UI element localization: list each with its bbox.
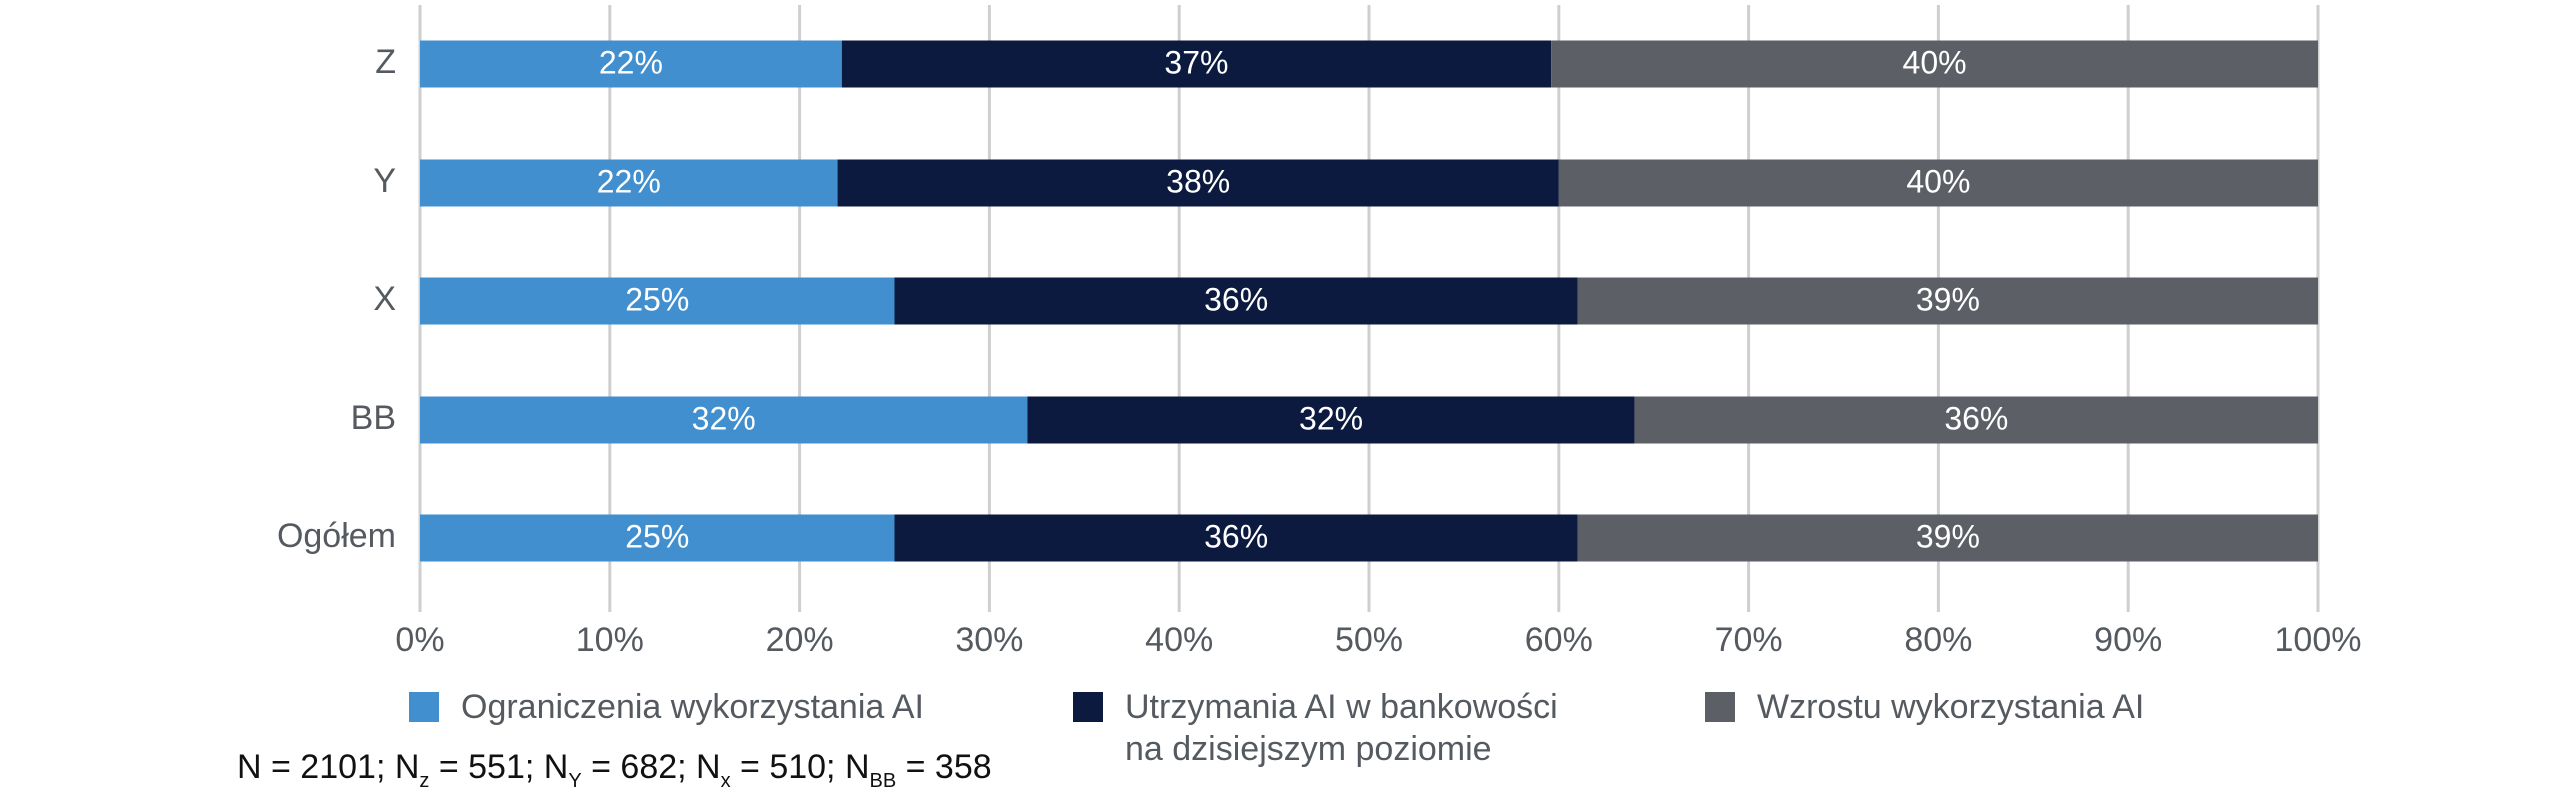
data-label-ogółem-series-0: 25% bbox=[625, 518, 689, 554]
legend-item-wzrostu: Wzrostu wykorzystania AI bbox=[1705, 686, 2144, 728]
data-label-z-series-0: 22% bbox=[599, 44, 663, 80]
legend-label-wzrostu: Wzrostu wykorzystania AI bbox=[1757, 688, 2145, 726]
bar-bb-series-2 bbox=[1634, 396, 2318, 444]
x-tick-label-10: 100% bbox=[2275, 621, 2362, 659]
x-tick-label-9: 90% bbox=[2094, 621, 2162, 659]
bar-z-series-1 bbox=[841, 40, 1552, 88]
legend-swatch-wzrostu bbox=[1705, 692, 1735, 722]
note-part-bb: = 358 bbox=[896, 748, 992, 786]
bar-bb-series-0 bbox=[420, 396, 1028, 444]
note-sub-z: z bbox=[419, 770, 430, 792]
x-tick-label-5: 50% bbox=[1335, 621, 1403, 659]
x-tick-label-6: 60% bbox=[1525, 621, 1593, 659]
x-tick-label-1: 10% bbox=[576, 621, 644, 659]
legend-item-utrzymania: Utrzymania AI w bankowości na dzisiejszy… bbox=[1073, 686, 1558, 770]
note-part-z: = 551; N bbox=[429, 748, 569, 786]
x-tick-label-7: 70% bbox=[1715, 621, 1783, 659]
data-label-x-series-1: 36% bbox=[1204, 281, 1268, 317]
bar-bb-series-1 bbox=[1027, 396, 1635, 444]
x-tick-labels: 0% 10% 20% 30% 40% 50% 60% 70% 80% 90% 100% bbox=[395, 621, 2361, 659]
data-label-z-series-1: 37% bbox=[1164, 44, 1228, 80]
data-label-y-series-0: 22% bbox=[597, 163, 661, 199]
legend-label-ograniczenia: Ograniczenia wykorzystania AI bbox=[461, 688, 924, 726]
category-label-bb: BB bbox=[351, 399, 396, 437]
data-label-x-series-0: 25% bbox=[625, 281, 689, 317]
data-label-y-series-1: 38% bbox=[1166, 163, 1230, 199]
bar-x-series-0 bbox=[420, 277, 895, 325]
data-label-bb-series-2: 36% bbox=[1944, 400, 2008, 436]
data-label-z-series-2: 40% bbox=[1903, 44, 1967, 80]
note-sub-bb: BB bbox=[869, 770, 897, 792]
bar-y-series-0 bbox=[420, 159, 838, 207]
legend-label-utrzymania: Utrzymania AI w bankowości na dzisiejszy… bbox=[1125, 688, 1558, 768]
category-label-x: X bbox=[373, 280, 396, 318]
data-label-x-series-2: 39% bbox=[1916, 281, 1980, 317]
note-sub-x: x bbox=[720, 770, 731, 792]
note-prefix: N = 2101; N bbox=[237, 748, 420, 786]
bars: 22% 37% 40% 22% 38% 40% 25% 36% 39% 32% 32% 36% 25% 3… bbox=[420, 40, 2318, 562]
data-label-ogółem-series-2: 39% bbox=[1916, 518, 1980, 554]
x-tick-label-2: 20% bbox=[766, 621, 834, 659]
bar-ogółem-series-0 bbox=[420, 514, 895, 562]
category-label-z: Z bbox=[375, 43, 396, 81]
bar-z-series-2 bbox=[1551, 40, 2318, 88]
data-label-bb-series-1: 32% bbox=[1299, 400, 1363, 436]
bar-ogółem-series-1 bbox=[894, 514, 1578, 562]
legend-swatch-ograniczenia bbox=[409, 692, 439, 722]
bar-y-series-2 bbox=[1558, 159, 2318, 207]
note-part-y: = 682; N bbox=[581, 748, 721, 786]
legend-item-ograniczenia: Ograniczenia wykorzystania AI bbox=[409, 686, 924, 728]
category-label-y: Y bbox=[373, 162, 396, 200]
bar-y-series-1 bbox=[837, 159, 1559, 207]
category-label-ogółem: Ogółem bbox=[277, 517, 396, 555]
x-tick-label-0: 0% bbox=[395, 621, 444, 659]
x-tick-label-4: 40% bbox=[1145, 621, 1213, 659]
note-sub-y: Y bbox=[568, 770, 582, 792]
bar-ogółem-series-2 bbox=[1577, 514, 2318, 562]
sample-size-note: N = 2101; Nz = 551; NY = 682; Nx = 510; … bbox=[237, 748, 992, 793]
x-tick-label-3: 30% bbox=[955, 621, 1023, 659]
category-labels: Z Y X BB Ogółem bbox=[277, 43, 396, 555]
bar-x-series-2 bbox=[1577, 277, 2318, 325]
bar-x-series-1 bbox=[894, 277, 1578, 325]
legend-swatch-utrzymania bbox=[1073, 692, 1103, 722]
data-label-bb-series-0: 32% bbox=[692, 400, 756, 436]
bar-z-series-0 bbox=[420, 40, 842, 88]
x-tick-label-8: 80% bbox=[1904, 621, 1972, 659]
note-part-x: = 510; N bbox=[730, 748, 870, 786]
data-label-ogółem-series-1: 36% bbox=[1204, 518, 1268, 554]
data-label-y-series-2: 40% bbox=[1906, 163, 1970, 199]
